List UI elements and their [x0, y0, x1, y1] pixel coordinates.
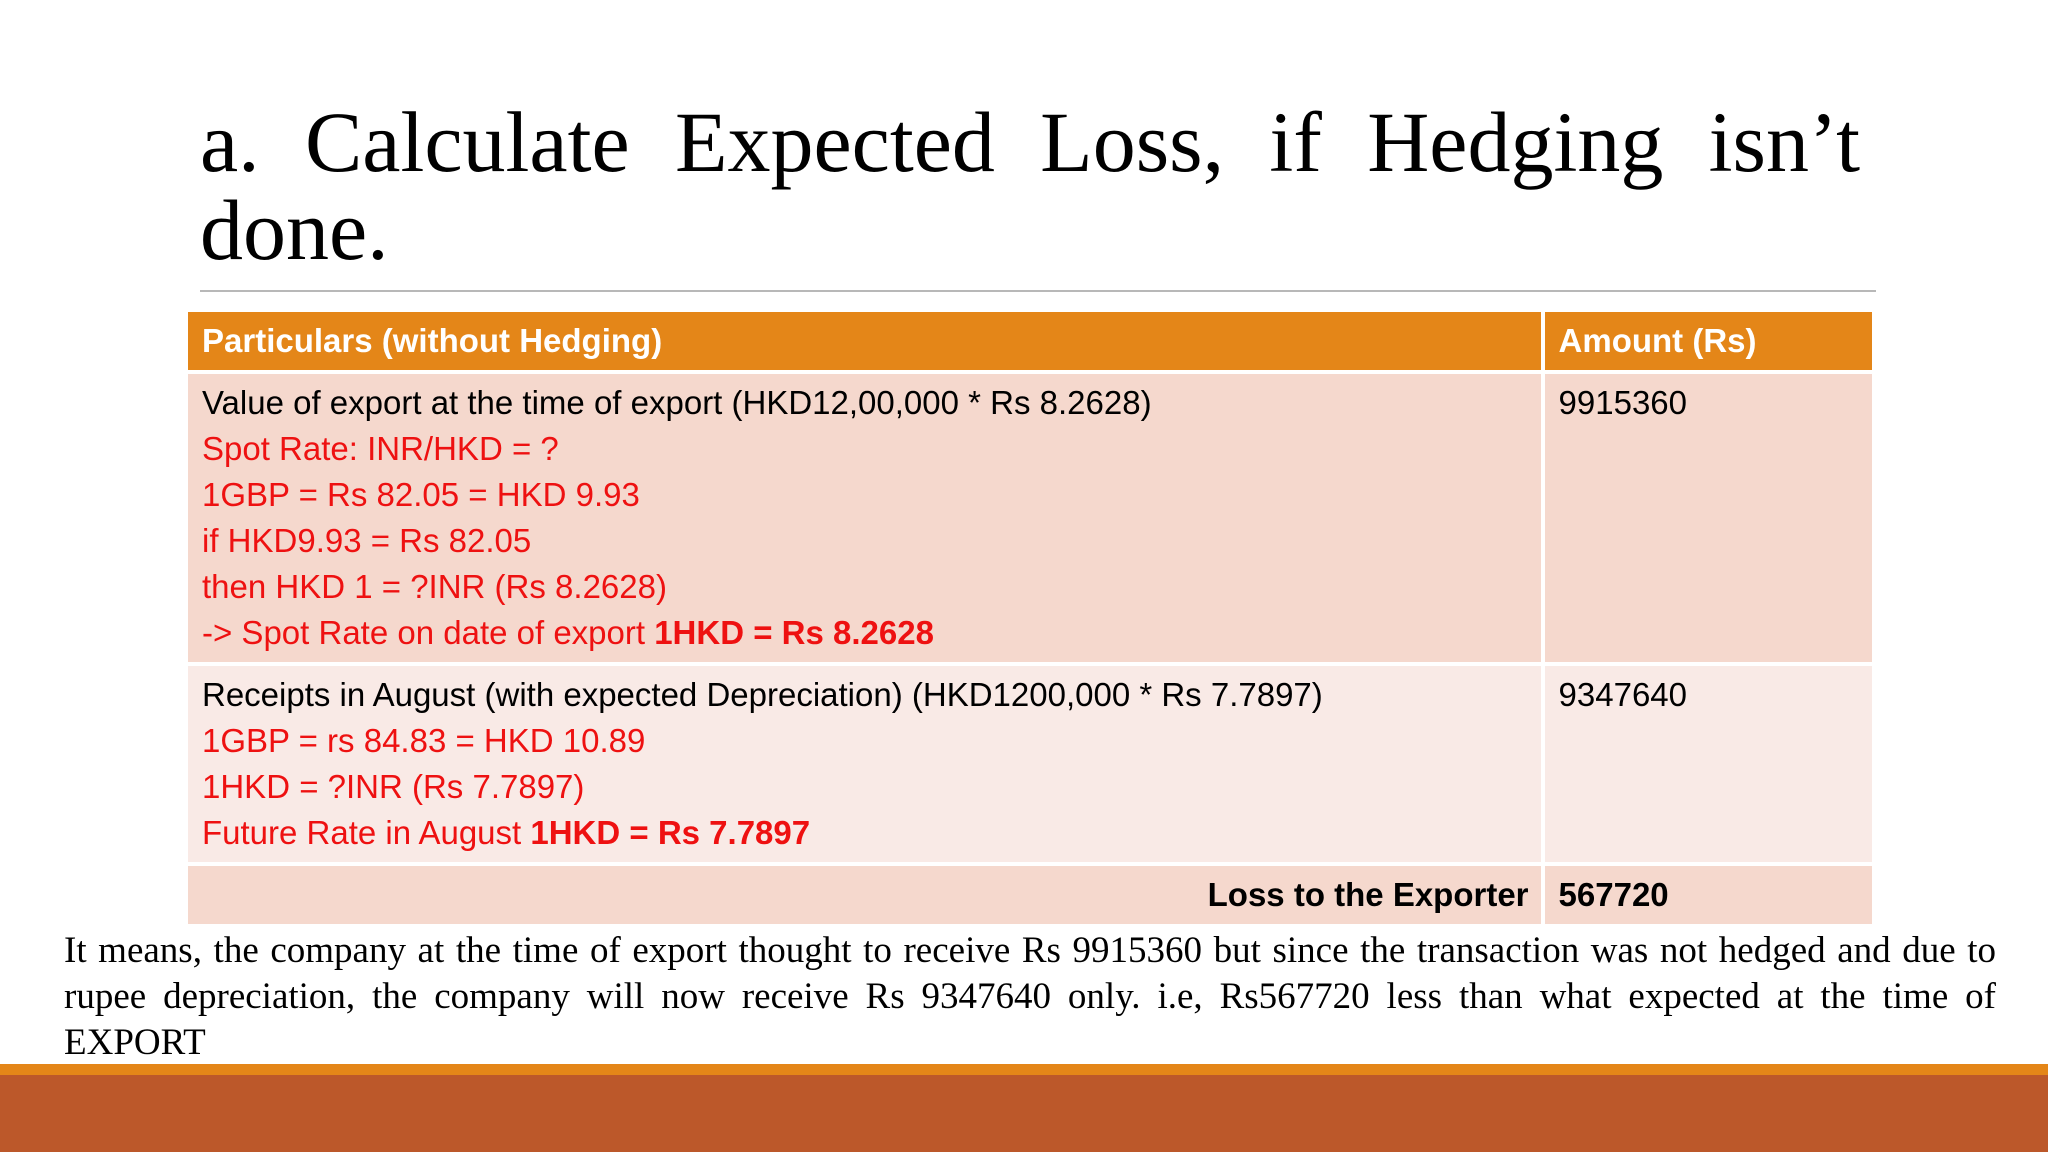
- spot-rate-result-line: -> Spot Rate on date of export 1HKD = Rs…: [202, 610, 1529, 656]
- header-particulars: Particulars (without Hedging): [184, 308, 1545, 374]
- future-gbp-conversion-line: 1GBP = rs 84.83 = HKD 10.89: [202, 722, 646, 759]
- export-value-line: Value of export at the time of export (H…: [202, 384, 1152, 421]
- hkd-equivalence-line: if HKD9.93 = Rs 82.05: [202, 522, 532, 559]
- amount-cell: 9915360: [1540, 370, 1877, 666]
- calculation-table: Particulars (without Hedging) Amount (Rs…: [184, 308, 1877, 928]
- future-rate-result-prefix: Future Rate in August: [202, 814, 531, 851]
- table-row: Receipts in August (with expected Deprec…: [184, 662, 1877, 866]
- gbp-conversion-line: 1GBP = Rs 82.05 = HKD 9.93: [202, 476, 640, 513]
- particulars-cell: Value of export at the time of export (H…: [184, 370, 1545, 666]
- spot-rate-question: Spot Rate: INR/HKD = ?: [202, 430, 559, 467]
- amount-cell: 9347640: [1540, 662, 1877, 866]
- future-hkd-to-inr-line: 1HKD = ?INR (Rs 7.7897): [202, 768, 585, 805]
- explanation-note: It means, the company at the time of exp…: [64, 930, 1996, 1063]
- hkd-to-inr-line: then HKD 1 = ?INR (Rs 8.2628): [202, 568, 667, 605]
- future-rate-result-line: Future Rate in August 1HKD = Rs 7.7897: [202, 810, 1529, 856]
- loss-amount: 567720: [1540, 862, 1877, 928]
- future-rate-result-value: 1HKD = Rs 7.7897: [530, 814, 811, 851]
- footer-band: [0, 1075, 2048, 1152]
- slide-title: a. Calculate Expected Loss, if Hedging i…: [200, 94, 1860, 278]
- particulars-cell: Receipts in August (with expected Deprec…: [184, 662, 1545, 866]
- footer-accent-stripe: [0, 1064, 2048, 1075]
- total-row: Loss to the Exporter 567720: [184, 862, 1877, 928]
- loss-label: Loss to the Exporter: [184, 862, 1545, 928]
- table-header-row: Particulars (without Hedging) Amount (Rs…: [184, 308, 1877, 374]
- spot-rate-result-value: 1HKD = Rs 8.2628: [654, 614, 934, 651]
- table-row: Value of export at the time of export (H…: [184, 370, 1877, 666]
- receipts-line: Receipts in August (with expected Deprec…: [202, 676, 1323, 713]
- spot-rate-result-prefix: -> Spot Rate on date of export: [202, 614, 655, 651]
- title-divider: [200, 290, 1876, 292]
- header-amount: Amount (Rs): [1540, 308, 1877, 374]
